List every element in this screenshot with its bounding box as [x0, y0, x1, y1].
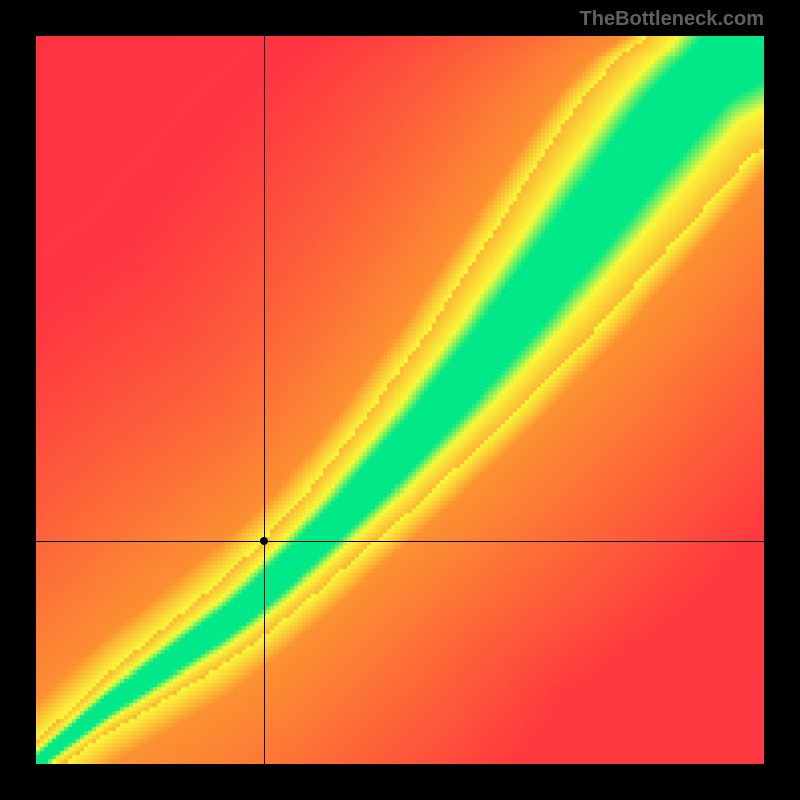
selection-marker	[260, 537, 268, 545]
crosshair-horizontal	[36, 541, 764, 542]
bottleneck-heatmap	[36, 36, 764, 764]
plot-area	[36, 36, 764, 764]
watermark-text: TheBottleneck.com	[580, 8, 764, 31]
crosshair-vertical	[264, 36, 265, 764]
